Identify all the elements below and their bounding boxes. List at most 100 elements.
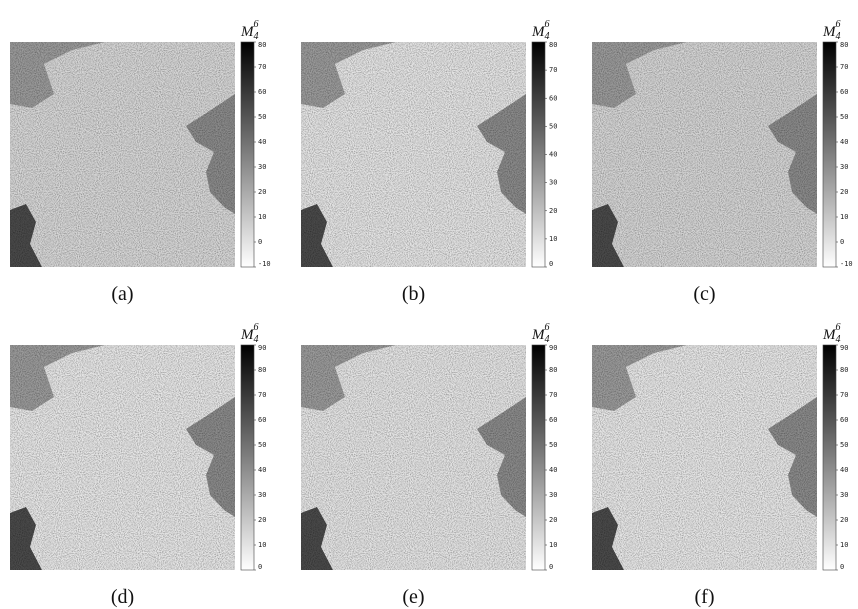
colorbar-symbol: M: [240, 327, 255, 343]
colorbar-symbol: M: [240, 24, 255, 40]
colorbar: [240, 41, 255, 268]
colorbar-subscript: 4: [254, 334, 259, 345]
colorbar-tick-label: 40: [549, 151, 557, 159]
colorbar-tick-label: 90: [258, 344, 266, 352]
image: [10, 345, 235, 570]
colorbar-title: M46: [531, 322, 550, 345]
panel: 90 80 70 60 50 40 30 20 10 0 M46 (e): [301, 322, 557, 608]
image-noise: [592, 42, 817, 267]
colorbar-tick-label: 20: [549, 207, 557, 215]
colorbar-tick-label: 30: [258, 491, 266, 499]
colorbar-tick-label: 80: [840, 41, 848, 49]
colorbar-tick-label: 40: [840, 466, 848, 474]
image-noise: [301, 42, 526, 267]
colorbar-tick-label: 10: [258, 541, 266, 549]
image: [301, 345, 526, 570]
colorbar-tick-label: 90: [549, 344, 557, 352]
colorbar: [531, 41, 546, 268]
panel-label: (f): [695, 586, 715, 608]
colorbar-title: M46: [822, 19, 841, 42]
colorbar-tick-label: 40: [549, 466, 557, 474]
colorbar-tick-label: 30: [840, 491, 848, 499]
panel-label: (b): [402, 283, 425, 305]
colorbar-title: M46: [822, 322, 841, 345]
image: [592, 345, 817, 570]
colorbar-tick-label: 20: [258, 188, 266, 196]
colorbar-tick-label: 60: [549, 416, 557, 424]
colorbar-symbol: M: [822, 327, 837, 343]
colorbar-tick-label: 10: [258, 213, 266, 221]
colorbar-tick-label: 30: [840, 163, 848, 171]
colorbar-tick-label: 60: [258, 88, 266, 96]
image-noise: [10, 345, 235, 570]
colorbar-subscript: 4: [836, 334, 841, 345]
colorbar-tick-label: 90: [840, 344, 848, 352]
colorbar-tick-label: 80: [840, 366, 848, 374]
panel-label: (c): [693, 283, 715, 305]
colorbar-tick-label: 40: [840, 138, 848, 146]
colorbar-symbol: M: [531, 327, 546, 343]
colorbar-tick-label: 0: [549, 260, 553, 268]
colorbar-tick-label: 0: [258, 563, 262, 571]
panel: 80 70 60 50 40 30 20 10 0 M46 (b): [301, 19, 557, 305]
colorbar-tick-label: 50: [840, 113, 848, 121]
colorbar-tick-label: 50: [258, 441, 266, 449]
colorbar-tick-label: 0: [840, 238, 844, 246]
colorbar: [531, 344, 546, 571]
colorbar-tick-label: 10: [549, 541, 557, 549]
colorbar-tick-label: -10: [258, 260, 271, 268]
colorbar-tick-label: 0: [258, 238, 262, 246]
colorbar-tick-label: 20: [549, 516, 557, 524]
image-noise: [301, 345, 526, 570]
colorbar-title: M46: [531, 19, 550, 42]
colorbar-tick-label: 70: [549, 66, 557, 74]
colorbar-tick-label: 60: [840, 416, 848, 424]
panel-label: (a): [111, 283, 133, 305]
panel: 90 80 70 60 50 40 30 20 10 0 M46 (d): [10, 322, 266, 608]
image-noise: [10, 42, 235, 267]
colorbar-tick-label: 70: [549, 391, 557, 399]
colorbar-tick-label: 10: [840, 541, 848, 549]
colorbar-tick-label: 70: [258, 63, 266, 71]
colorbar-superscript: 6: [545, 322, 550, 333]
image-noise: [592, 345, 817, 570]
colorbar-tick-label: 40: [258, 466, 266, 474]
colorbar-tick-label: 50: [840, 441, 848, 449]
colorbar: [822, 41, 837, 268]
colorbar-title: M46: [240, 19, 259, 42]
colorbar-title: M46: [240, 322, 259, 345]
panel: 80 70 60 50 40 30 20 10 0 -10 M46 (c): [592, 19, 853, 305]
colorbar-tick-label: 20: [840, 188, 848, 196]
panel: 80 70 60 50 40 30 20 10 0 -10 M46 (a): [10, 19, 271, 305]
image: [592, 42, 817, 267]
colorbar-tick-label: 50: [258, 113, 266, 121]
colorbar-subscript: 4: [545, 334, 550, 345]
colorbar-tick-label: 60: [840, 88, 848, 96]
colorbar: [822, 344, 837, 571]
colorbar-tick-label: 80: [258, 41, 266, 49]
colorbar-superscript: 6: [836, 19, 841, 30]
colorbar-tick-label: 70: [840, 391, 848, 399]
colorbar-subscript: 4: [545, 31, 550, 42]
colorbar-superscript: 6: [254, 19, 259, 30]
colorbar-symbol: M: [531, 24, 546, 40]
colorbar-tick-label: 10: [549, 235, 557, 243]
image: [10, 42, 235, 267]
colorbar-tick-label: 30: [258, 163, 266, 171]
colorbar-tick-label: 40: [258, 138, 266, 146]
panel-label: (d): [111, 586, 134, 608]
colorbar-tick-label: 30: [549, 491, 557, 499]
colorbar-tick-label: 60: [549, 94, 557, 102]
colorbar: [240, 344, 255, 571]
colorbar-tick-label: 80: [258, 366, 266, 374]
panel-label: (e): [402, 586, 424, 608]
colorbar-tick-label: 20: [258, 516, 266, 524]
colorbar-tick-label: 10: [840, 213, 848, 221]
panel: 90 80 70 60 50 40 30 20 10 0 M46 (f): [592, 322, 848, 608]
colorbar-tick-label: 0: [549, 563, 553, 571]
colorbar-tick-label: 0: [840, 563, 844, 571]
colorbar-tick-label: 80: [549, 366, 557, 374]
colorbar-tick-label: 70: [840, 63, 848, 71]
colorbar-tick-label: 30: [549, 179, 557, 187]
